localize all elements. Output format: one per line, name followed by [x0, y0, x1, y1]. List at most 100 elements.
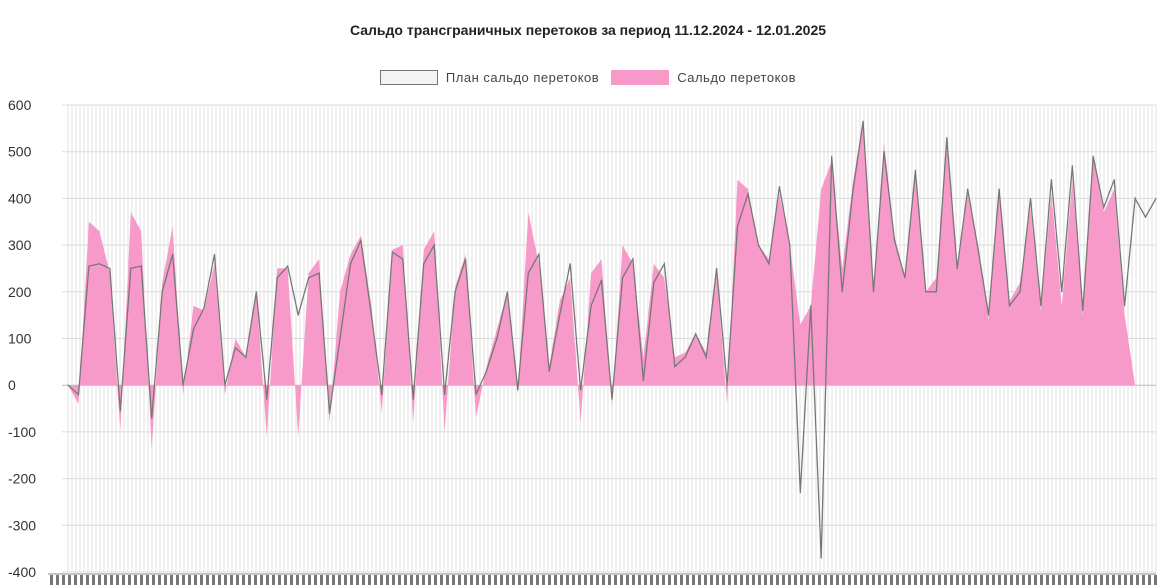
plan-point — [810, 305, 812, 307]
x-tick-mark — [248, 575, 251, 585]
plan-point — [370, 314, 372, 316]
plan-point — [433, 244, 435, 246]
plan-point — [946, 137, 948, 139]
plan-point — [883, 151, 885, 153]
x-tick-mark — [290, 575, 293, 585]
x-tick-mark — [428, 575, 431, 585]
x-tick-mark — [74, 575, 77, 585]
x-tick-mark — [1112, 575, 1115, 585]
x-tick-mark — [266, 575, 269, 585]
x-tick-mark — [998, 575, 1001, 585]
legend-item-plan[interactable]: План сальдо перетоков — [379, 70, 600, 85]
x-tick-mark — [692, 575, 695, 585]
plan-point — [559, 314, 561, 316]
x-tick-mark — [950, 575, 953, 585]
plan-point — [517, 389, 519, 391]
plan-point — [747, 193, 749, 195]
x-tick-mark — [446, 575, 449, 585]
x-tick-mark — [320, 575, 323, 585]
y-tick-label: -300 — [8, 517, 36, 533]
y-tick-label: 400 — [8, 190, 32, 206]
plan-point — [998, 188, 1000, 190]
x-tick-mark — [338, 575, 341, 585]
x-tick-mark — [560, 575, 563, 585]
y-tick-label: 600 — [8, 97, 32, 113]
x-tick-mark — [116, 575, 119, 585]
x-tick-mark — [1136, 575, 1139, 585]
x-tick-mark — [662, 575, 665, 585]
x-tick-mark — [806, 575, 809, 585]
x-axis-ticks — [48, 573, 1157, 585]
x-tick-mark — [326, 575, 329, 585]
x-tick-mark — [926, 575, 929, 585]
x-tick-mark — [458, 575, 461, 585]
plan-point — [161, 291, 163, 293]
x-tick-mark — [914, 575, 917, 585]
x-tick-mark — [470, 575, 473, 585]
x-tick-mark — [68, 575, 71, 585]
x-tick-mark — [536, 575, 539, 585]
plan-point — [580, 389, 582, 391]
x-tick-mark — [704, 575, 707, 585]
plan-point — [1092, 155, 1094, 157]
x-tick-mark — [98, 575, 101, 585]
x-tick-mark — [932, 575, 935, 585]
plan-point — [1134, 197, 1136, 199]
x-tick-mark — [1052, 575, 1055, 585]
x-tick-mark — [464, 575, 467, 585]
x-tick-mark — [104, 575, 107, 585]
x-tick-mark — [224, 575, 227, 585]
x-tick-mark — [776, 575, 779, 585]
x-tick-mark — [992, 575, 995, 585]
x-tick-mark — [572, 575, 575, 585]
plan-point — [245, 356, 247, 358]
chart-title: Сальдо трансграничных перетоков за перио… — [349, 22, 827, 38]
x-tick-mark — [542, 575, 545, 585]
x-tick-mark — [830, 575, 833, 585]
x-tick-mark — [872, 575, 875, 585]
plan-point — [77, 393, 80, 396]
x-tick-mark — [356, 575, 359, 585]
x-tick-mark — [902, 575, 905, 585]
x-tick-mark — [944, 575, 947, 585]
x-tick-mark — [362, 575, 365, 585]
x-tick-mark — [836, 575, 839, 585]
x-tick-mark — [596, 575, 599, 585]
plan-point — [454, 291, 456, 293]
plan-point — [255, 291, 257, 293]
legend-item-actual[interactable]: Сальдо перетоков — [611, 70, 796, 85]
x-tick-mark — [344, 575, 347, 585]
x-tick-mark — [110, 575, 113, 585]
x-tick-mark — [284, 575, 287, 585]
x-tick-mark — [722, 575, 725, 585]
plan-point — [1155, 197, 1157, 199]
plan-point — [653, 281, 655, 284]
plan-point — [266, 398, 268, 400]
x-tick-mark — [584, 575, 587, 585]
x-tick-mark — [1118, 575, 1121, 585]
y-tick-label: 100 — [8, 331, 32, 347]
plan-point — [831, 155, 833, 157]
plan-point — [726, 384, 728, 386]
x-tick-mark — [1148, 575, 1151, 585]
x-tick-mark — [854, 575, 857, 585]
legend-swatch-plan — [379, 70, 438, 85]
x-tick-mark — [482, 575, 485, 585]
plan-point — [151, 417, 153, 419]
plan-point — [224, 384, 226, 386]
x-tick-mark — [938, 575, 941, 585]
x-tick-mark — [392, 575, 395, 585]
x-tick-mark — [134, 575, 137, 585]
plan-point — [569, 263, 571, 265]
x-tick-mark — [842, 575, 845, 585]
actual-area — [68, 119, 1156, 451]
legend-label-plan: План сальдо перетоков — [445, 70, 600, 85]
plan-point — [1103, 207, 1105, 209]
x-tick-mark — [272, 575, 275, 585]
plan-point — [1008, 305, 1011, 307]
x-tick-mark — [1076, 575, 1079, 585]
plan-point — [967, 188, 969, 190]
x-tick-mark — [530, 575, 533, 585]
x-tick-mark — [1082, 575, 1085, 585]
plan-point — [328, 412, 331, 414]
